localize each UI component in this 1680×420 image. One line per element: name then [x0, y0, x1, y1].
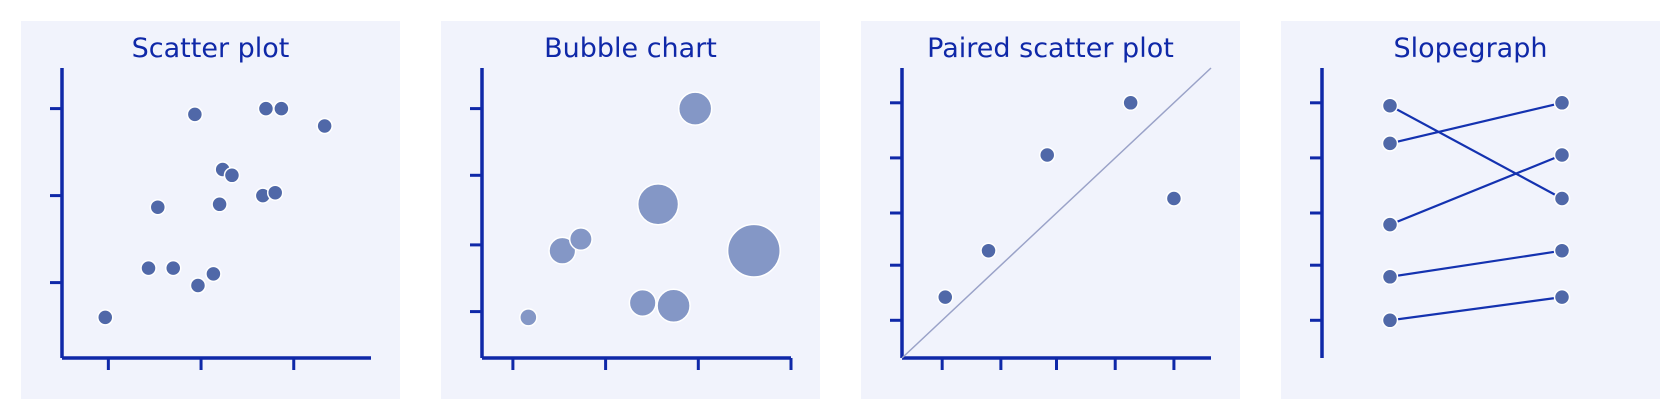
- scatter-point: [1122, 94, 1139, 112]
- slope-left-point: [1381, 97, 1399, 114]
- scatter-point: [937, 288, 954, 306]
- scatter-point: [223, 167, 241, 184]
- scatter-point: [97, 309, 114, 326]
- scatter-point: [1038, 146, 1056, 164]
- bubble-point: [636, 183, 680, 226]
- scatter-point: [211, 196, 228, 213]
- slope-left-point: [1381, 268, 1399, 286]
- chart-title: Scatter plot: [132, 33, 290, 64]
- slope-left-point: [1381, 135, 1399, 152]
- identity-line: [901, 67, 1212, 359]
- chart-panel-3: Paired scatter plot: [861, 21, 1240, 399]
- slope-left-point: [1381, 312, 1399, 329]
- scatter-point: [316, 117, 333, 135]
- panel-background: [441, 21, 820, 399]
- scatter-point: [186, 106, 204, 123]
- scatter-point: [980, 242, 997, 259]
- slope-right-point: [1553, 242, 1571, 259]
- slope-line: [1389, 153, 1563, 226]
- chart-panel-4: Slopegraph: [1281, 21, 1660, 399]
- chart-title: Paired scatter plot: [927, 33, 1174, 64]
- scatter-point: [189, 277, 207, 294]
- slope-line: [1389, 249, 1563, 278]
- scatter-point: [164, 259, 182, 277]
- scatter-point: [266, 184, 284, 201]
- bubble-point: [656, 288, 691, 324]
- scatter-point: [257, 100, 275, 117]
- bubble-point: [568, 227, 593, 252]
- scatter-point: [149, 198, 167, 216]
- scatter-point: [205, 265, 222, 283]
- slope-right-point: [1553, 146, 1571, 164]
- chart-panel-1: Scatter plot: [21, 21, 400, 399]
- bubble-point: [726, 223, 781, 278]
- slope-line: [1389, 104, 1563, 200]
- chart-title: Slopegraph: [1394, 33, 1548, 64]
- slope-line: [1389, 101, 1563, 145]
- bubble-point: [677, 91, 713, 126]
- panel-background: [21, 21, 400, 399]
- bubble-point: [519, 308, 538, 327]
- chart-title: Bubble chart: [544, 33, 717, 64]
- chart-panel-2: Bubble chart: [441, 21, 820, 399]
- slope-right-point: [1553, 288, 1571, 306]
- scatter-point: [140, 259, 157, 277]
- slope-right-point: [1553, 190, 1571, 207]
- panel-background: [1281, 21, 1660, 399]
- bubble-point: [548, 236, 577, 265]
- slope-left-point: [1381, 216, 1399, 233]
- slope-line: [1389, 296, 1563, 322]
- scatter-point: [273, 100, 290, 117]
- slope-right-point: [1553, 94, 1571, 112]
- panel-background: [861, 21, 1240, 399]
- bubble-point: [628, 288, 657, 317]
- scatter-point: [1165, 190, 1183, 207]
